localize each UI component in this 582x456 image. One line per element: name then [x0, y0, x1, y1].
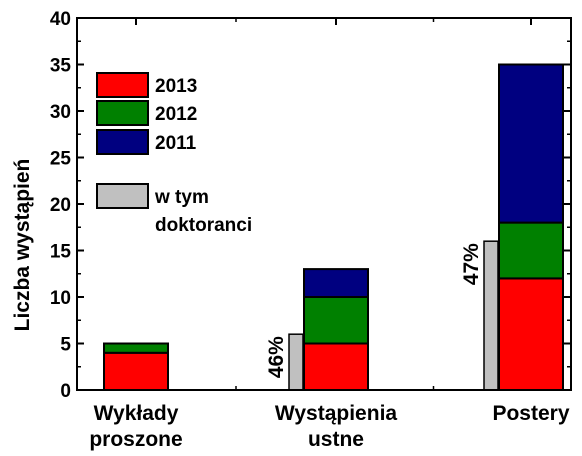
bar-doctoral: [288, 333, 304, 391]
legend-swatch: [96, 129, 149, 155]
x-category-label: Postery: [492, 402, 569, 425]
bar-segment-2011: [498, 63, 564, 224]
legend-swatch: [96, 100, 149, 126]
y-tick-label: 40: [50, 9, 71, 30]
plot-frame: [76, 17, 572, 391]
bar-segment-2012: [303, 296, 369, 345]
legend: 2013 2012 2011 w tym doktoranci: [96, 72, 252, 236]
bar-segment-2012: [498, 221, 564, 280]
x-category-labels: Wykłady proszone Wystąpienia ustne Postery: [89, 402, 570, 451]
legend-swatch: [96, 183, 149, 209]
y-tick-label: 35: [50, 56, 72, 77]
legend-label: w tym: [154, 187, 209, 208]
percent-labels: 46% 47%: [265, 243, 483, 378]
legend-label: doktoranci: [155, 215, 252, 236]
legend-label: 2011: [155, 133, 197, 154]
bars: [103, 63, 564, 391]
x-category-label: Wykłady: [94, 402, 179, 425]
bar-segment-2013: [498, 277, 564, 391]
y-tick-label: 0: [60, 381, 71, 402]
bar-segment-2013: [103, 351, 169, 391]
y-tick-label: 5: [60, 335, 71, 356]
legend-label: 2013: [155, 76, 197, 97]
legend-swatch: [96, 72, 149, 98]
y-axis-title: Liczba wystąpień: [11, 159, 34, 332]
y-tick-label: 20: [50, 195, 71, 216]
bar-doctoral: [483, 240, 499, 391]
doctoral-percent-label: 47%: [460, 243, 483, 285]
y-tick-label: 30: [50, 102, 71, 123]
y-tick-labels: 0 5 10 15 20 25 30 35 40: [50, 9, 72, 402]
bar-segment-2012: [103, 342, 169, 354]
x-category-label: ustne: [308, 428, 364, 451]
y-tick-label: 25: [50, 149, 72, 170]
y-tick-label: 15: [50, 242, 72, 263]
y-tick-label: 10: [50, 288, 71, 309]
x-category-label: Wystąpienia: [275, 402, 397, 425]
doctoral-percent-label: 46%: [265, 336, 288, 378]
bar-segment-2011: [303, 268, 369, 299]
x-category-label: proszone: [89, 428, 182, 451]
legend-label: 2012: [155, 104, 197, 125]
bar-segment-2013: [303, 342, 369, 391]
